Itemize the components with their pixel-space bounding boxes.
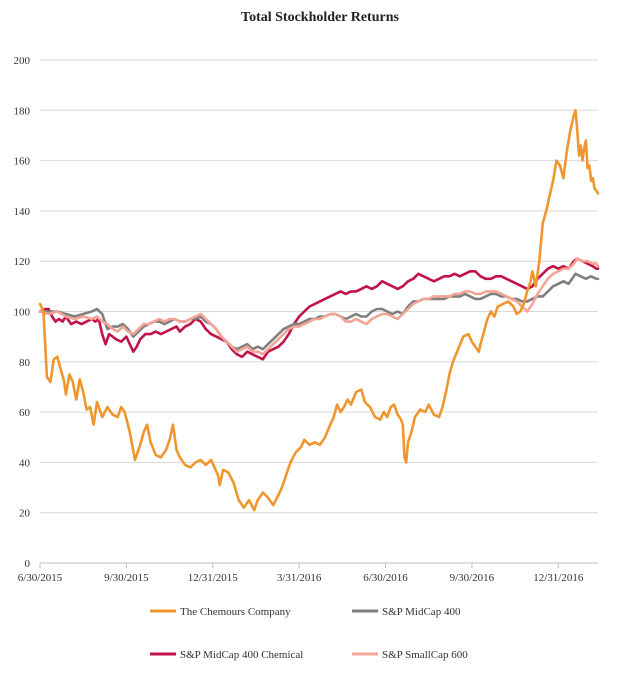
series-line-s-p-midcap-400-chemical — [38, 257, 600, 361]
legend-label: S&P MidCap 400 Chemical — [180, 649, 303, 661]
axis-layer: 0 20 40 60 80 100 120 140 160 180 200 6/30/2015 9/30… — [14, 55, 598, 584]
series-line-the-chemours-company — [38, 109, 600, 512]
y-tick-label: 200 — [14, 55, 31, 67]
y-tick-label: 100 — [14, 307, 31, 319]
x-tick-label: 6/30/2015 — [18, 572, 63, 584]
y-tick-label: 160 — [14, 156, 31, 168]
y-tick-label: 60 — [19, 407, 31, 419]
y-tick-label: 180 — [14, 105, 31, 117]
legend-label: S&P MidCap 400 — [382, 606, 461, 618]
y-tick-label: 40 — [19, 457, 31, 469]
x-tick-label: 6/30/2016 — [363, 572, 408, 584]
x-tick-label: 12/31/2016 — [533, 572, 584, 584]
legend-label: The Chemours Company — [180, 606, 291, 618]
legend-layer: The Chemours Company S&P MidCap 400 S&P Mi… — [150, 606, 468, 661]
y-tick-label: 0 — [25, 558, 31, 570]
series-layer — [38, 109, 600, 512]
y-tick-label: 120 — [14, 256, 31, 268]
x-tick-label: 3/31/2016 — [277, 572, 322, 584]
y-tick-label: 140 — [14, 206, 31, 218]
series-line-s-p-smallcap-600 — [38, 257, 600, 356]
grid-layer — [40, 59, 598, 514]
x-tick-label: 12/31/2015 — [188, 572, 239, 584]
x-tick-label: 9/30/2016 — [450, 572, 495, 584]
legend-label: S&P SmallCap 600 — [382, 649, 468, 661]
chart-title: Total Stockholder Returns — [241, 10, 399, 25]
y-tick-label: 80 — [19, 357, 31, 369]
x-tick-label: 9/30/2015 — [104, 572, 149, 584]
y-tick-label: 20 — [19, 508, 31, 520]
